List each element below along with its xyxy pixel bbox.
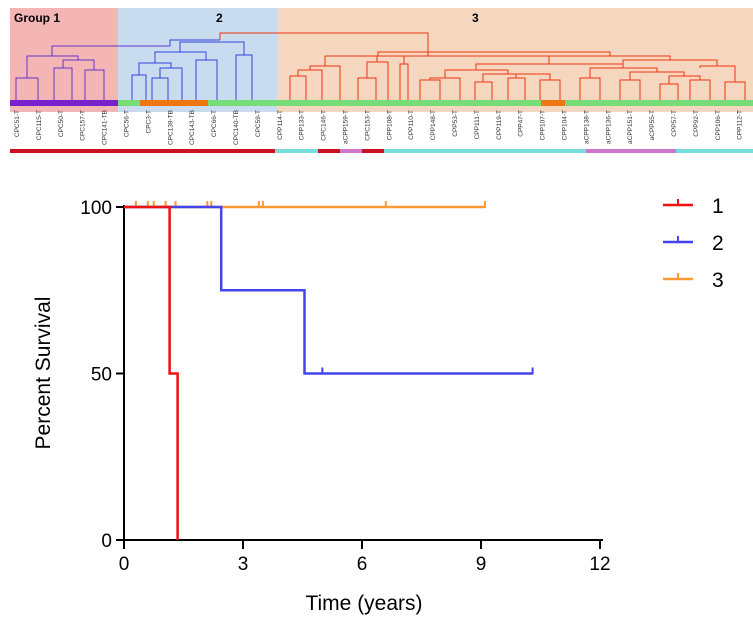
dendrogram-top-branch [219,32,429,56]
group-2-branches [131,39,253,100]
series-1-curve [124,205,179,540]
y-tick-label: 100 [80,198,112,219]
sample-label: CPP47-T [518,110,525,137]
sample-label: CPC141-TB [102,110,109,145]
sample-label: CPC66-T [211,110,218,137]
sample-label: aCPP159-T [343,110,350,144]
sample-label: CPC3-T [145,110,152,134]
legend-label-2: 2 [712,232,724,255]
x-tick-label: 3 [238,554,249,575]
group-3-branches [289,51,746,100]
sample-label: CPP107-T [540,110,547,140]
sample-label: CPP110-T [408,110,415,140]
sample-label: CPP57-T [671,110,678,137]
sample-label: aCPP138-T [583,110,590,144]
legend-label-3: 3 [712,269,724,292]
x-tick-label: 9 [476,554,487,575]
y-tick-label: 50 [91,365,112,386]
legend: 1 2 3 [663,195,724,292]
sample-label: aCPP55-T [649,110,656,140]
sample-label: CPC115-T [36,110,43,140]
sample-label: CPC56-T [124,110,131,137]
sample-label: CPP92-T [693,110,700,137]
sample-label: CPC50-T [58,110,65,137]
x-tick-label: 0 [119,554,130,575]
sample-label: CPP112-T [737,110,744,140]
sample-label: CPP119-T [496,110,503,140]
lower-color-bar [10,149,753,153]
sample-label: CPP133-T [299,110,306,140]
series-2-curve [124,205,533,375]
y-ticks: 0 50 100 [80,198,124,552]
dendrogram-panel: Group 1 2 3 [10,8,753,153]
sample-label: CPC146-T [321,110,328,141]
sample-label: CPC143-TB [189,110,196,145]
sample-label: CPC59-T [255,110,262,137]
sample-label: CPC140-TB [233,110,240,145]
group-3-label: 3 [472,11,479,25]
x-ticks: 0 3 6 9 12 [119,540,611,575]
group-2-label: 2 [216,11,223,25]
sample-label: aCPP136-T [605,110,612,144]
x-tick-label: 12 [589,554,610,575]
sample-label: CPP108-T [386,110,393,140]
group-1-label: Group 1 [14,11,60,25]
sample-label: aCPP151-T [627,110,634,144]
sample-label: CPC153-T [364,110,371,141]
sample-label: CPP106-T [715,110,722,140]
sample-label: CPP111-T [474,110,481,139]
survival-curves [124,201,534,540]
x-axis-title: Time (years) [305,592,422,615]
y-axis-title: Percent Survival [32,297,55,450]
sample-label: CPC51-T [14,110,21,137]
x-tick-label: 6 [357,554,368,575]
upper-color-bar [10,100,753,106]
sample-label: CPP53-T [452,110,459,137]
sample-labels: CPC51-T CPC115-T CPC50-T CPC157-T CPC141-TB C… [14,110,744,145]
sample-label: CPP114-T [277,110,284,140]
y-tick-label: 0 [101,531,112,552]
sample-label: CPP104-T [562,110,569,140]
sample-label: CPC157-T [80,110,87,141]
legend-label-1: 1 [712,195,724,218]
sample-label: CPP148-T [430,110,437,140]
sample-label: CPC139-TB [167,110,174,145]
